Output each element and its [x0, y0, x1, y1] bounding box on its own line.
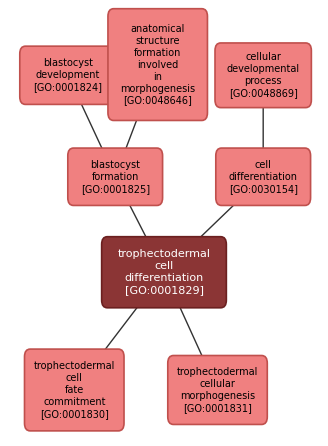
- Text: trophectodermal
cellular
morphogenesis
[GO:0001831]: trophectodermal cellular morphogenesis […: [177, 367, 258, 413]
- Text: trophectodermal
cell
fate
commitment
[GO:0001830]: trophectodermal cell fate commitment [GO…: [33, 361, 115, 419]
- Text: trophectodermal
cell
differentiation
[GO:0001829]: trophectodermal cell differentiation [GO…: [117, 249, 211, 295]
- Text: cellular
developmental
process
[GO:0048869]: cellular developmental process [GO:00488…: [227, 52, 300, 98]
- Text: blastocyst
formation
[GO:0001825]: blastocyst formation [GO:0001825]: [81, 160, 150, 194]
- FancyBboxPatch shape: [25, 349, 124, 431]
- FancyBboxPatch shape: [108, 9, 207, 120]
- FancyBboxPatch shape: [215, 43, 311, 107]
- FancyBboxPatch shape: [68, 148, 163, 206]
- FancyBboxPatch shape: [216, 148, 311, 206]
- FancyBboxPatch shape: [102, 237, 226, 308]
- Text: anatomical
structure
formation
involved
in
morphogenesis
[GO:0048646]: anatomical structure formation involved …: [120, 24, 195, 106]
- FancyBboxPatch shape: [168, 355, 267, 425]
- Text: cell
differentiation
[GO:0030154]: cell differentiation [GO:0030154]: [229, 160, 298, 194]
- Text: blastocyst
development
[GO:0001824]: blastocyst development [GO:0001824]: [33, 58, 102, 92]
- FancyBboxPatch shape: [20, 46, 116, 104]
